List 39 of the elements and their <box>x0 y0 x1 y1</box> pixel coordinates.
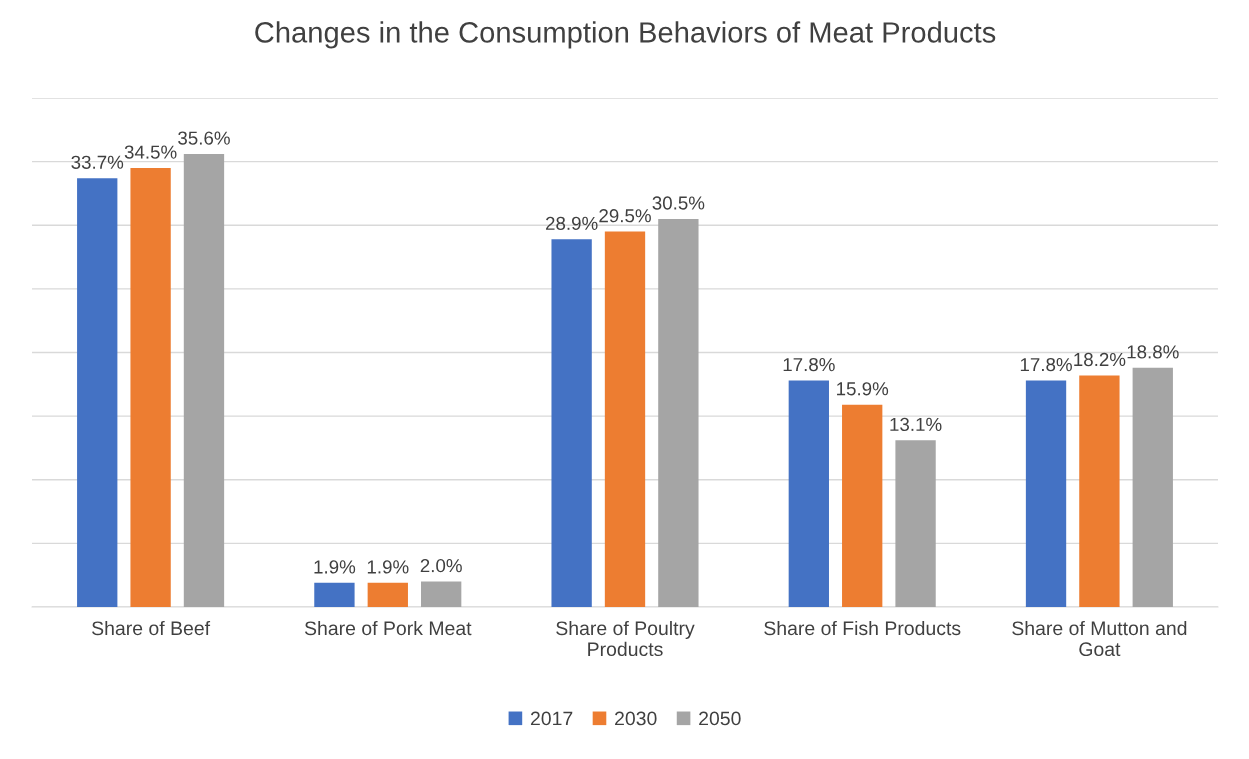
x-tick-label: Share of Mutton and Goat <box>1012 620 1187 657</box>
data-label: 18.8% <box>1127 345 1179 359</box>
legend-label: 2050 <box>699 711 741 726</box>
bar <box>895 440 936 607</box>
bar <box>842 404 883 607</box>
x-tick-label: Share of Fish Products <box>764 620 961 636</box>
bar <box>658 218 699 607</box>
data-label: 13.1% <box>890 417 942 432</box>
bar <box>604 231 646 607</box>
data-label: 34.5% <box>124 145 177 159</box>
bar <box>130 167 171 607</box>
data-label: 2.0% <box>420 559 462 573</box>
bar <box>367 582 408 607</box>
bar <box>314 582 355 607</box>
data-label: 1.9% <box>314 560 356 574</box>
data-label: 33.7% <box>71 155 124 169</box>
data-label: 35.6% <box>178 131 230 145</box>
x-tick-label: Share of Beef <box>92 620 211 636</box>
data-label: 17.8% <box>1020 357 1072 372</box>
bar <box>77 178 118 607</box>
x-tick-label: Share of Pork Meat <box>304 620 472 636</box>
bar <box>183 153 225 607</box>
data-label: 15.9% <box>837 382 889 396</box>
x-tick-label: Share of Poultry Products <box>556 620 695 657</box>
data-label: 28.9% <box>545 216 598 230</box>
legend-label: 2030 <box>615 711 657 726</box>
bar <box>1132 367 1173 607</box>
data-label: 18.2% <box>1074 352 1126 367</box>
bar <box>421 581 462 607</box>
bar <box>1025 380 1067 607</box>
data-label: 30.5% <box>652 196 705 210</box>
data-label: 29.5% <box>599 209 651 223</box>
legend-label: 2017 <box>530 711 573 726</box>
chart-title: Changes in the Consumption Behaviors of Meat Products <box>255 21 996 49</box>
bar <box>788 380 829 607</box>
bar <box>551 239 592 607</box>
bar <box>1079 375 1120 607</box>
data-label: 1.9% <box>367 560 409 574</box>
data-label: 17.8% <box>783 357 835 372</box>
